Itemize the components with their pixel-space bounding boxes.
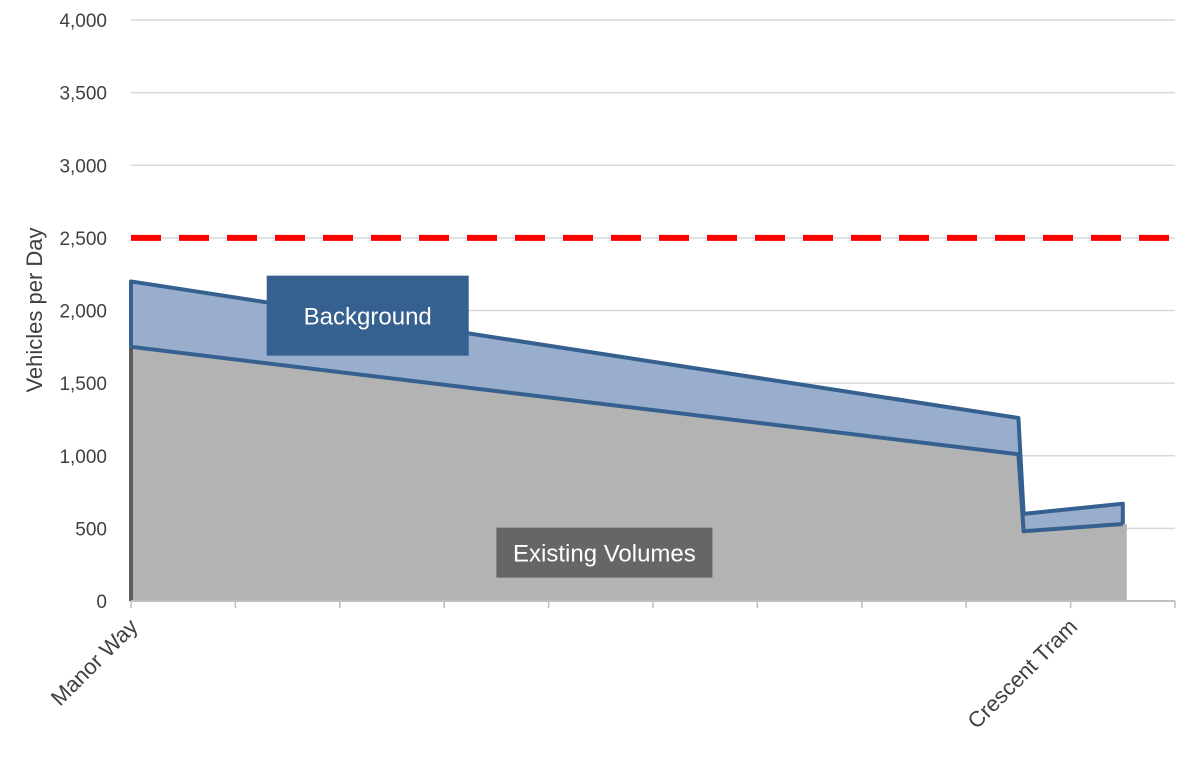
y-axis-label: Vehicles per Day — [22, 227, 47, 392]
annotation-label: Existing Volumes — [513, 541, 696, 568]
x-tick-label: Crescent Tram — [962, 614, 1082, 734]
y-tick-label: 2,000 — [59, 302, 107, 323]
annotation-box — [266, 275, 469, 356]
y-tick-label: 0 — [96, 592, 107, 613]
y-tick-label: 3,000 — [59, 156, 107, 177]
existing-volumes-line — [130, 344, 1123, 534]
y-tick-label: 1,000 — [59, 447, 107, 468]
x-axis-labels: Manor Way Crescent Tram — [46, 614, 1082, 734]
annotation-label: Background — [304, 304, 432, 331]
annotation-box — [496, 527, 713, 578]
annotations: Background Existing Volumes — [266, 275, 713, 578]
y-axis-ticks: 0 500 1,000 1,500 2,000 2,500 3,000 3,500 4,000 — [59, 11, 107, 613]
y-tick-label: 500 — [75, 519, 107, 540]
y-tick-label: 3,500 — [59, 84, 107, 105]
existing-volumes-area — [131, 346, 1127, 601]
x-tick-label: Manor Way — [46, 614, 143, 711]
x-axis — [130, 600, 1176, 608]
y-tick-label: 2,500 — [59, 229, 107, 250]
y-tick-label: 1,500 — [59, 374, 107, 395]
y-tick-label: 4,000 — [59, 11, 107, 32]
